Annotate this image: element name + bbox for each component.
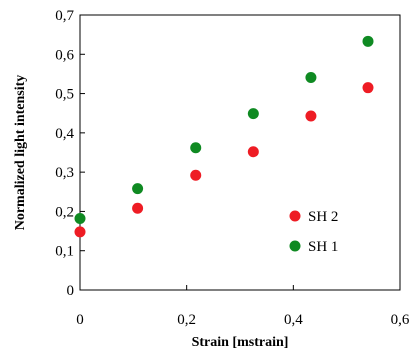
- y-tick-label: 0,3: [55, 165, 74, 181]
- point-sh1: [190, 142, 202, 154]
- point-sh2: [190, 169, 202, 181]
- y-tick-label: 0,6: [55, 47, 74, 63]
- x-tick-label: 0: [76, 312, 84, 328]
- legend-label-sh2: SH 2: [308, 209, 338, 225]
- data-points: [74, 35, 374, 238]
- y-tick-label: 0,2: [55, 204, 74, 220]
- y-tick-label: 0: [67, 283, 75, 299]
- y-tick-label: 0,7: [55, 8, 74, 24]
- point-sh1: [74, 213, 86, 224]
- point-sh1: [247, 108, 259, 120]
- point-sh2: [132, 202, 144, 214]
- x-axis-ticks: 0 0,2 0,4 0,6: [76, 285, 410, 328]
- point-sh1: [362, 35, 374, 47]
- x-tick-label: 0,4: [284, 312, 303, 328]
- legend-marker-sh1: [289, 240, 301, 252]
- point-sh2: [305, 110, 317, 122]
- legend: SH 2 SH 1: [289, 209, 338, 255]
- point-sh1: [132, 183, 144, 195]
- y-tick-label: 0,4: [55, 126, 74, 142]
- y-tick-label: 0,5: [55, 87, 74, 103]
- x-tick-label: 0,2: [177, 312, 196, 328]
- plot-border: [79, 14, 401, 291]
- legend-marker-sh2: [289, 210, 301, 222]
- y-axis-ticks: 0 0,1 0,2 0,3 0,4 0,5 0,6 0,7: [55, 8, 85, 299]
- point-sh2: [247, 146, 259, 158]
- y-tick-label: 0,1: [55, 244, 74, 260]
- point-sh2: [74, 226, 86, 238]
- point-sh1: [305, 71, 317, 83]
- y-axis-title: Normalized light intensity: [13, 75, 28, 231]
- point-sh2: [362, 82, 374, 94]
- x-tick-label: 0,6: [391, 312, 410, 328]
- x-axis-title: Strain [mstrain]: [192, 335, 289, 350]
- legend-label-sh1: SH 1: [308, 239, 338, 255]
- plot-area: [79, 14, 401, 291]
